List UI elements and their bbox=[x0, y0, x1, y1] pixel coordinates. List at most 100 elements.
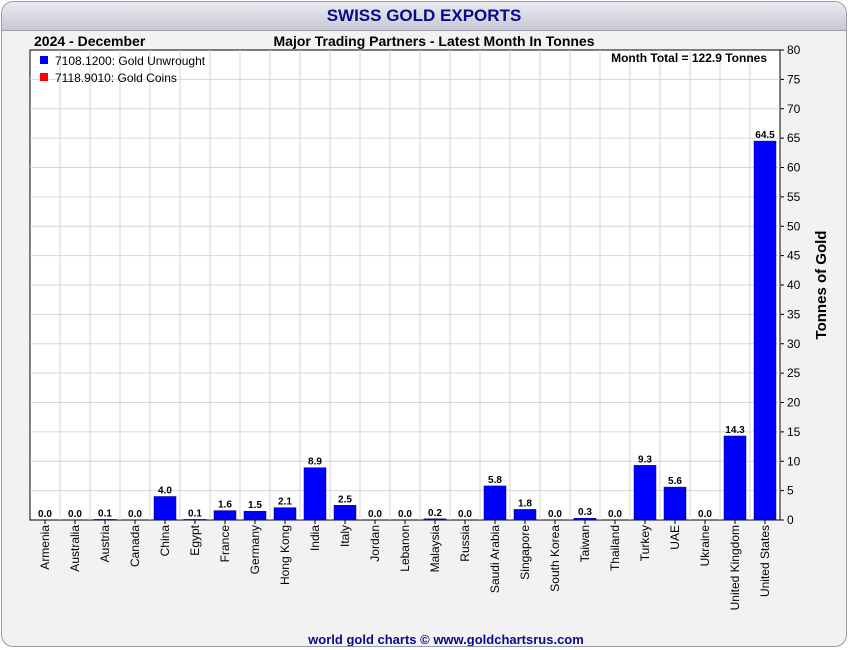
y-tick-label: 25 bbox=[787, 366, 801, 380]
footer-credit: world gold charts © www.goldchartsrus.co… bbox=[308, 632, 584, 647]
data-label: 64.5 bbox=[755, 130, 775, 141]
x-tick-label: United Kingdom bbox=[728, 525, 742, 610]
x-axis: Armenia Australia Austria Canada China Egypt F… bbox=[38, 520, 772, 610]
bar-china bbox=[153, 496, 177, 521]
bar-india bbox=[303, 467, 327, 521]
x-tick-label: France bbox=[218, 525, 232, 563]
data-label: 0.0 bbox=[608, 509, 622, 520]
x-tick-label: Germany bbox=[248, 525, 262, 574]
bar-egypt bbox=[183, 519, 207, 521]
x-tick-label: Ukraine bbox=[698, 525, 712, 567]
y-axis-title: Tonnes of Gold bbox=[813, 231, 830, 340]
bar-saudi-arabia bbox=[483, 485, 507, 521]
y-tick-label: 45 bbox=[787, 249, 801, 263]
data-label: 0.2 bbox=[428, 508, 442, 519]
data-label: 0.1 bbox=[98, 508, 112, 519]
x-tick-label: Malaysia bbox=[428, 525, 442, 573]
month-total: Month Total = 122.9 Tonnes bbox=[611, 51, 767, 65]
bar-united-states bbox=[753, 140, 777, 521]
x-tick-label: Hong Kong bbox=[278, 525, 292, 585]
y-tick-label: 70 bbox=[787, 102, 801, 116]
x-tick-label: South Korea bbox=[548, 525, 562, 592]
data-label: 0.0 bbox=[548, 509, 562, 520]
legend-label-coins: 7118.9010: Gold Coins bbox=[55, 71, 177, 85]
bars bbox=[93, 140, 777, 521]
y-tick-label: 0 bbox=[787, 513, 794, 527]
y-tick-label: 30 bbox=[787, 337, 801, 351]
y-tick-label: 50 bbox=[787, 219, 801, 233]
bar-united-kingdom bbox=[723, 435, 747, 521]
x-tick-label: United States bbox=[758, 525, 772, 597]
data-label: 0.0 bbox=[458, 509, 472, 520]
x-tick-label: Turkey bbox=[638, 525, 652, 561]
legend-label-unwrought: 7108.1200: Gold Unwrought bbox=[55, 54, 206, 68]
x-tick-label: Italy bbox=[338, 525, 352, 547]
x-tick-label: India bbox=[308, 525, 322, 551]
data-label: 5.6 bbox=[668, 476, 682, 487]
bar-turkey bbox=[633, 465, 657, 521]
y-tick-label: 35 bbox=[787, 307, 801, 321]
y-tick-label: 65 bbox=[787, 131, 801, 145]
y-tick-label: 20 bbox=[787, 396, 801, 410]
x-tick-label: Jordan bbox=[368, 525, 382, 562]
x-tick-label: Canada bbox=[128, 525, 142, 567]
data-label: 0.0 bbox=[368, 509, 382, 520]
data-label: 1.5 bbox=[248, 500, 262, 511]
y-tick-label: 75 bbox=[787, 72, 801, 86]
bar-france bbox=[213, 510, 237, 521]
bar-italy bbox=[333, 505, 357, 521]
y-axis: 0 5 10 15 20 25 30 35 40 45 50 55 60 65 70 75 80 bbox=[780, 43, 801, 527]
x-tick-label: Saudi Arabia bbox=[488, 525, 502, 593]
x-tick-label: Australia bbox=[68, 525, 82, 572]
data-label: 0.0 bbox=[68, 509, 82, 520]
x-tick-label: Thailand bbox=[608, 525, 622, 571]
bar-taiwan bbox=[573, 517, 597, 521]
y-tick-label: 55 bbox=[787, 190, 801, 204]
data-label: 14.3 bbox=[725, 425, 745, 436]
data-label: 4.0 bbox=[158, 486, 172, 497]
bar-austria bbox=[93, 519, 117, 521]
data-label: 0.0 bbox=[698, 509, 712, 520]
bar-uae bbox=[663, 486, 687, 521]
bar-germany bbox=[243, 510, 267, 521]
data-label: 9.3 bbox=[638, 454, 652, 465]
x-tick-label: Singapore bbox=[518, 525, 532, 580]
x-tick-label: Lebanon bbox=[398, 525, 412, 572]
y-tick-label: 5 bbox=[787, 484, 794, 498]
period-label: 2024 - December bbox=[34, 33, 146, 49]
y-tick-label: 15 bbox=[787, 425, 801, 439]
x-tick-label: Russia bbox=[458, 525, 472, 562]
x-tick-label: Taiwan bbox=[578, 525, 592, 562]
bar-hong-kong bbox=[273, 507, 297, 521]
x-tick-label: UAE bbox=[668, 525, 682, 550]
data-label: 0.3 bbox=[578, 507, 592, 518]
data-label: 2.5 bbox=[338, 494, 352, 505]
y-tick-label: 60 bbox=[787, 161, 801, 175]
data-label: 8.9 bbox=[308, 457, 322, 468]
data-label: 1.8 bbox=[518, 498, 532, 509]
x-tick-label: Armenia bbox=[38, 525, 52, 570]
legend-swatch-unwrought bbox=[40, 56, 48, 64]
x-tick-label: China bbox=[158, 525, 172, 557]
bar-singapore bbox=[513, 509, 537, 521]
data-label: 1.6 bbox=[218, 500, 232, 511]
data-label: 0.0 bbox=[38, 509, 52, 520]
data-label: 0.0 bbox=[398, 509, 412, 520]
y-tick-label: 10 bbox=[787, 454, 801, 468]
legend-swatch-coins bbox=[40, 73, 48, 81]
legend: 7108.1200: Gold Unwrought 7118.9010: Gol… bbox=[40, 54, 206, 85]
data-label: 0.0 bbox=[128, 509, 142, 520]
chart-subtitle: Major Trading Partners - Latest Month In… bbox=[273, 33, 595, 49]
chart-title: SWISS GOLD EXPORTS bbox=[2, 2, 846, 31]
x-tick-label: Egypt bbox=[188, 524, 202, 555]
data-label: 0.1 bbox=[188, 508, 202, 519]
data-labels: 0.0 0.0 0.1 0.0 4.0 0.1 1.6 1.5 2.1 8.9 2.5 0.0 0.0 0… bbox=[38, 130, 775, 520]
data-label: 5.8 bbox=[488, 475, 502, 486]
x-tick-label: Austria bbox=[98, 525, 112, 563]
data-label: 2.1 bbox=[278, 497, 292, 508]
gridlines bbox=[30, 50, 780, 520]
bar-malaysia bbox=[423, 518, 447, 521]
y-tick-label: 80 bbox=[787, 43, 801, 57]
y-tick-label: 40 bbox=[787, 278, 801, 292]
